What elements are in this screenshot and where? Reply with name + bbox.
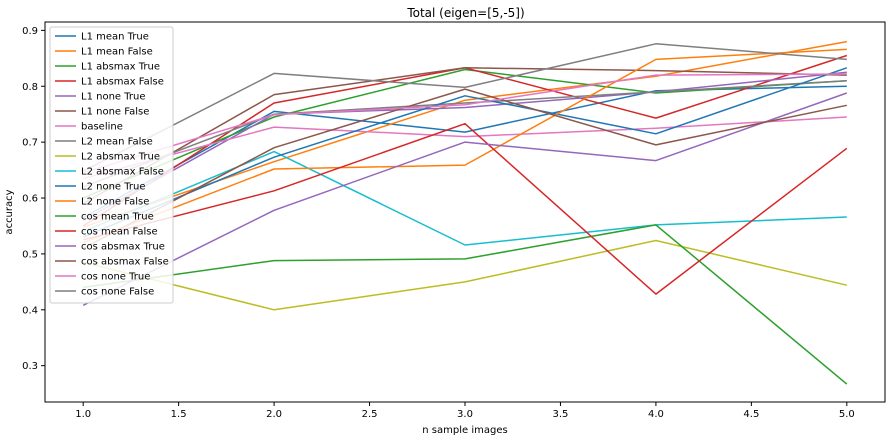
- series-line-cos-absmax-true: [82, 92, 848, 306]
- legend-label-l2-absmax-true: L2 absmax True: [81, 152, 160, 163]
- series-line-cos-absmax-false: [82, 88, 847, 249]
- legend-label-l1-mean-false: L1 mean False: [81, 47, 153, 58]
- chart-title: Total (eigen=[5,-5]): [406, 6, 524, 20]
- y-tick-label: 0.4: [22, 305, 38, 316]
- legend-label-l2-none-true: L2 none True: [81, 182, 145, 193]
- legend-label-cos-none-true: cos none True: [81, 272, 150, 283]
- legend-label-baseline: baseline: [81, 122, 123, 133]
- legend-label-l1-absmax-false: L1 absmax False: [81, 77, 164, 88]
- legend-label-cos-mean-true: cos mean True: [81, 212, 154, 223]
- legend-label-l1-mean-true: L1 mean True: [81, 32, 149, 43]
- legend-label-l2-none-false: L2 none False: [81, 197, 149, 208]
- x-tick-label: 1.5: [171, 409, 187, 420]
- y-tick-label: 0.5: [22, 249, 38, 260]
- series-line-l2-absmax-false: [82, 150, 847, 246]
- series-line-l2-absmax-true: [83, 239, 847, 311]
- legend-label-cos-absmax-true: cos absmax True: [81, 242, 165, 253]
- x-tick-label: 2.5: [362, 409, 378, 420]
- legend-label-cos-mean-false: cos mean False: [81, 227, 158, 238]
- y-tick-label: 0.9: [22, 26, 38, 37]
- x-tick-label: 5.0: [839, 409, 855, 420]
- legend-label-l2-absmax-false: L2 absmax False: [81, 167, 164, 178]
- y-axis-ticks: 0.3 0.4 0.5 0.6 0.7 0.8 0.9: [22, 26, 45, 372]
- y-tick-label: 0.3: [22, 361, 38, 372]
- y-tick-label: 0.7: [22, 138, 38, 149]
- legend: L1 mean True L1 mean False L1 absmax True L…: [49, 26, 174, 304]
- y-tick-label: 0.6: [22, 194, 38, 205]
- x-tick-label: 1.0: [75, 409, 91, 420]
- legend-label-l1-absmax-true: L1 absmax True: [81, 62, 160, 73]
- series-lines: [82, 40, 848, 385]
- plot-frame: [44, 21, 886, 403]
- x-axis-label: n sample images: [422, 425, 507, 436]
- legend-label-l2-mean-false: L2 mean False: [81, 137, 153, 148]
- series-line-l2-mean-false: [82, 79, 847, 188]
- legend-label-l1-none-true: L1 none True: [81, 92, 145, 103]
- x-tick-label: 3.0: [457, 409, 473, 420]
- series-line-l2-none-true: [82, 67, 848, 238]
- legend-label-l1-none-false: L1 none False: [81, 107, 149, 118]
- series-line-cos-none-false: [82, 43, 847, 172]
- x-tick-label: 4.5: [743, 409, 759, 420]
- plot-area: [44, 21, 886, 403]
- series-line-baseline: [83, 116, 847, 180]
- series-line-l1-none-false: [82, 67, 847, 205]
- y-tick-label: 0.8: [22, 82, 38, 93]
- x-tick-label: 3.5: [553, 409, 569, 420]
- legend-frame: [49, 26, 174, 304]
- series-line-l2-none-false: [82, 48, 847, 244]
- x-axis-ticks: 1.0 1.5 2.0 2.5 3.0 3.5 4.0 4.5 5.0: [75, 402, 855, 420]
- series-line-l1-none-true: [82, 71, 847, 222]
- legend-label-cos-none-false: cos none False: [81, 287, 154, 298]
- x-tick-label: 2.0: [266, 409, 282, 420]
- legend-label-cos-absmax-false: cos absmax False: [81, 257, 169, 268]
- series-line-cos-mean-false: [83, 122, 848, 295]
- series-line-cos-mean-true: [83, 224, 848, 385]
- series-line-cos-none-true: [82, 73, 847, 174]
- x-tick-label: 4.0: [648, 409, 664, 420]
- y-axis-label: accuracy: [4, 189, 15, 234]
